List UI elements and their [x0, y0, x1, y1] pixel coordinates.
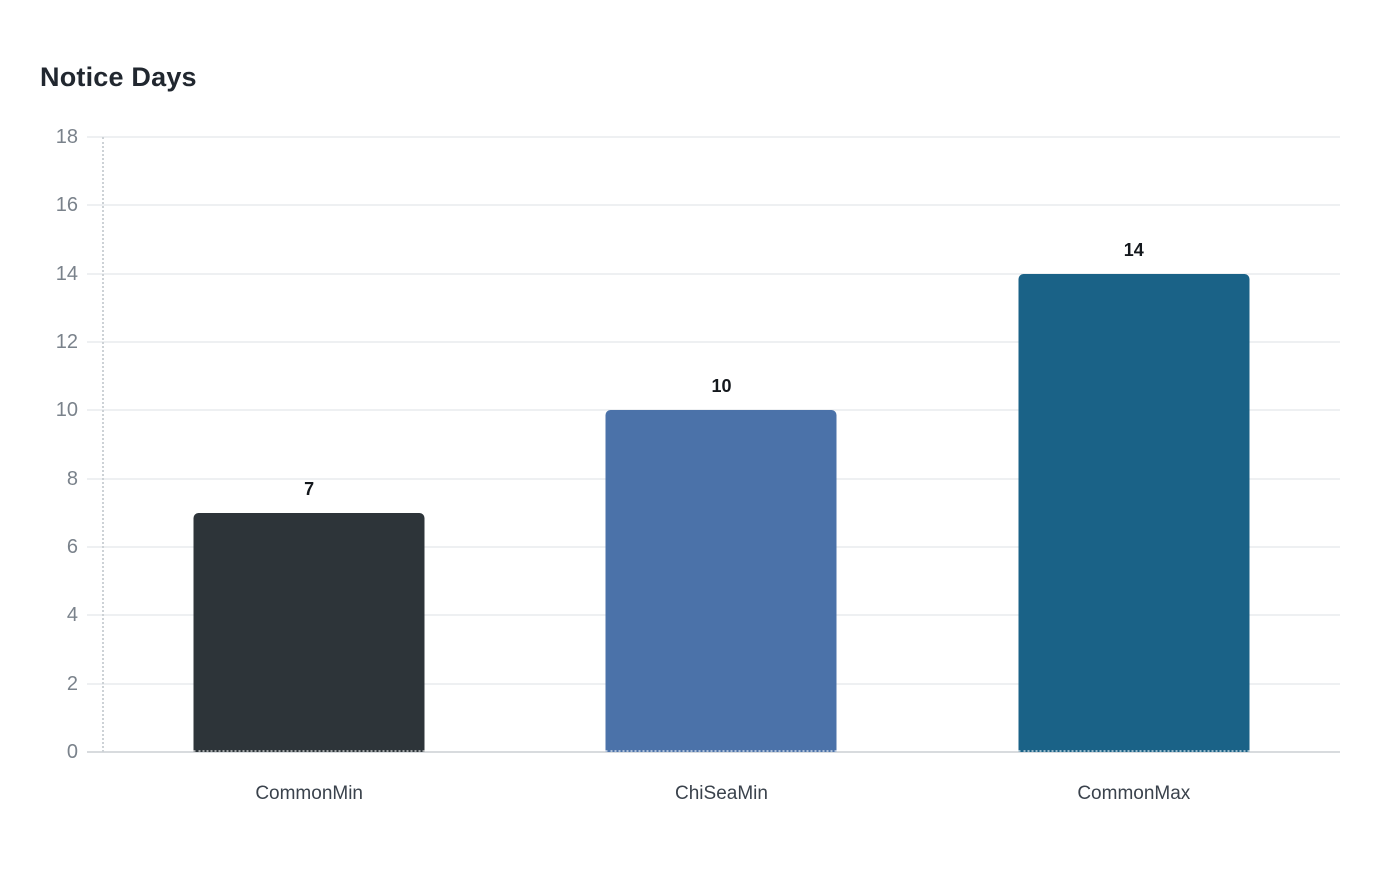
y-tick-label: 10 [55, 399, 78, 422]
y-tick-label: 0 [66, 741, 78, 763]
y-tick-label: 12 [55, 331, 78, 353]
y-axis-line [102, 137, 104, 752]
bar-CommonMin[interactable] [193, 512, 425, 752]
x-axis-label: CommonMin [255, 783, 364, 804]
gridline [87, 272, 1340, 275]
y-tick-label: 2 [66, 672, 78, 695]
bar-slot: 14 [928, 137, 1340, 752]
bar-value-label: 14 [1123, 239, 1144, 260]
x-axis-label: CommonMax [1077, 783, 1191, 804]
bar-slot: 10 [515, 137, 927, 752]
chart-title: Notice Days [40, 62, 197, 92]
y-tick-label: 6 [66, 536, 78, 558]
gridline [87, 204, 1340, 207]
bar-CommonMax[interactable] [1018, 273, 1250, 752]
x-axis-baseline [87, 751, 1340, 753]
y-tick-label: 16 [55, 194, 78, 217]
y-tick-label: 4 [66, 604, 78, 627]
y-tick-label: 18 [55, 126, 78, 148]
bar-value-label: 7 [304, 478, 315, 499]
bar-slot: 7 [103, 137, 515, 752]
gridline [87, 136, 1340, 138]
gridline [87, 341, 1340, 343]
plot-area: 0 2 4 6 8 10 12 14 16 18 7 10 14 CommonMin ChiSeaMin… [56, 127, 1340, 804]
bar-value-label: 10 [711, 376, 732, 397]
y-tick-label: 8 [66, 467, 78, 490]
y-tick-label: 14 [55, 262, 78, 285]
bar-ChiSeaMin[interactable] [605, 410, 837, 752]
x-axis-label: ChiSeaMin [675, 783, 768, 804]
